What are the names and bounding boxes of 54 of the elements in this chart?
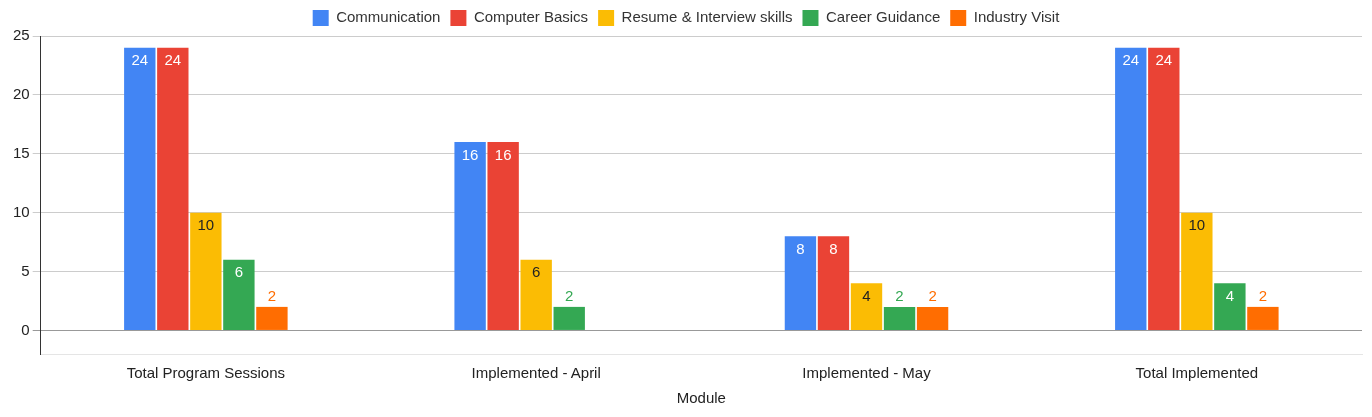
data-label: 24 (131, 51, 149, 69)
data-label: 10 (197, 216, 215, 234)
bar (520, 259, 552, 330)
data-label: 8 (829, 239, 838, 257)
bar (454, 142, 486, 330)
bar (124, 47, 156, 330)
bar (817, 236, 850, 330)
bar (553, 306, 585, 330)
bar (487, 142, 519, 330)
x-tick-label: Implemented - April (471, 364, 601, 382)
data-label: 6 (532, 263, 541, 281)
y-tick-label: 25 (13, 26, 30, 44)
data-label: 4 (862, 286, 871, 304)
legend-label: Computer Basics (473, 8, 589, 26)
x-tick-label: Total Implemented (1135, 364, 1259, 382)
y-tick-label: 20 (13, 85, 30, 103)
y-tick-label: 15 (13, 143, 30, 161)
data-label: 8 (796, 239, 805, 257)
data-label: 10 (1188, 216, 1206, 234)
bar (1115, 47, 1147, 330)
bar (850, 283, 883, 330)
bar (916, 306, 949, 330)
data-label: 2 (267, 286, 277, 304)
bar (883, 306, 916, 330)
data-label: 2 (928, 286, 937, 304)
data-label: 2 (1258, 286, 1268, 304)
data-label: 4 (1225, 286, 1235, 304)
data-label: 2 (565, 286, 574, 304)
x-tick-label: Implemented - May (802, 364, 932, 382)
bar (1247, 306, 1279, 330)
data-label: 2 (895, 286, 904, 304)
data-label: 24 (1122, 51, 1140, 69)
bar (1181, 212, 1213, 330)
legend-label: Career Guidance (825, 8, 941, 26)
x-tick-label: Total Program Sessions (126, 364, 286, 382)
bar (223, 259, 255, 330)
bar (190, 212, 222, 330)
legend-label: Resume & Interview skills (621, 8, 793, 26)
y-tick-label: 10 (13, 202, 30, 220)
data-label: 24 (164, 51, 182, 69)
y-tick-label: 0 (21, 320, 30, 338)
bar (1214, 283, 1246, 330)
bar (157, 47, 189, 330)
bar (1148, 47, 1180, 330)
bar (784, 236, 817, 330)
data-label: 24 (1155, 51, 1173, 69)
x-axis-title: Module (676, 389, 726, 407)
legend-label: Communication (336, 8, 441, 26)
y-tick-label: 5 (21, 261, 30, 279)
legend-label: Industry Visit (973, 8, 1061, 26)
data-label: 16 (494, 145, 512, 163)
bar (256, 306, 288, 330)
data-label: 6 (234, 263, 244, 281)
data-label: 16 (461, 145, 479, 163)
